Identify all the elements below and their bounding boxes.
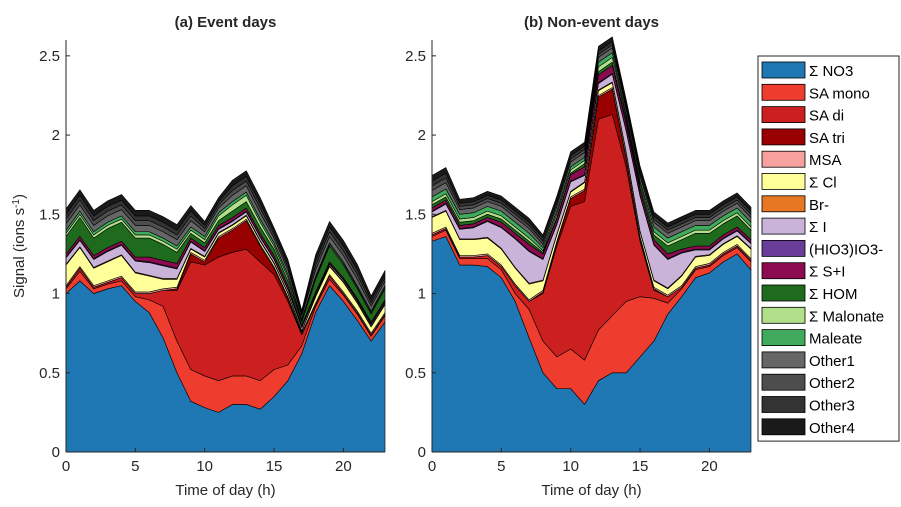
legend-label: Maleate: [809, 331, 862, 348]
legend-label: (HIO3)IO3-: [809, 241, 883, 258]
legend-label: SA di: [809, 108, 844, 125]
legend-label: Σ Cl: [809, 175, 837, 192]
legend-swatch: [761, 239, 806, 257]
x-tick-label: 10: [196, 458, 213, 475]
chart-panel: 0 5 10 15 20 0 0.5 1 1.5 2 2.5 (b) Non-event days Ti…: [405, 14, 752, 499]
legend-label: Σ NO3: [809, 63, 853, 80]
legend: Σ NO3 SA mono SA di SA tri MSA Σ Cl Br- Σ I (HIO…: [757, 55, 900, 442]
legend-label: Σ S+I: [809, 264, 845, 281]
y-tick-label: 2.5: [405, 48, 426, 65]
legend-swatch: [761, 396, 806, 413]
legend-label: Other3: [809, 398, 855, 415]
legend-swatch: [761, 61, 806, 79]
x-tick-label: 5: [131, 458, 139, 475]
x-tick-label: 10: [562, 458, 579, 475]
legend-swatch: [761, 128, 806, 146]
y-tick-label: 0.5: [405, 365, 426, 382]
area-series: [431, 36, 752, 239]
y-tick-label: 0: [418, 444, 426, 461]
x-tick-label: 5: [497, 458, 505, 475]
y-tick-label: 2.5: [39, 48, 60, 65]
legend-swatch: [761, 306, 806, 324]
legend-label: Σ I: [809, 219, 827, 236]
x-axis-label: Time of day (h): [541, 482, 641, 499]
legend-swatch: [761, 262, 806, 280]
x-axis-label: Time of day (h): [175, 482, 275, 499]
y-tick-label: 0: [52, 444, 60, 461]
area-series: [65, 170, 386, 313]
legend-swatch: [761, 418, 806, 436]
y-tick-label: 1.5: [405, 206, 426, 223]
x-tick-label: 0: [62, 458, 70, 475]
legend-label: SA tri: [809, 130, 845, 147]
legend-label: MSA: [809, 152, 842, 169]
chart-title: (a) Event days: [175, 14, 277, 31]
x-tick-label: 20: [335, 458, 352, 475]
legend-label: Σ Malonate: [809, 308, 884, 325]
chart-title: (b) Non-event days: [524, 14, 659, 31]
legend-label: Other4: [809, 420, 855, 437]
area-layers: [431, 36, 752, 453]
legend-swatch: [761, 284, 806, 302]
legend-label: Other2: [809, 375, 855, 392]
y-tick-label: 2: [52, 127, 60, 144]
legend-swatch: [761, 83, 806, 101]
y-tick-label: 0.5: [39, 365, 60, 382]
legend-swatch: [761, 329, 806, 347]
legend-label: Σ HOM: [809, 286, 857, 303]
legend-swatch: [761, 195, 806, 213]
x-tick-label: 0: [428, 458, 436, 475]
legend-swatch: [761, 106, 806, 123]
legend-swatch: [761, 373, 806, 391]
legend-label: Other1: [809, 353, 855, 370]
legend-swatch: [761, 217, 806, 235]
x-tick-label: 15: [266, 458, 283, 475]
legend-label: SA mono: [809, 85, 870, 102]
y-tick-label: 2: [418, 127, 426, 144]
chart-panel: 0 5 10 15 20 0 0.5 1 1.5 2 2.5 (a) Event days Time o…: [11, 14, 386, 499]
y-tick-label: 1: [418, 286, 426, 303]
y-tick-label: 1.5: [39, 206, 60, 223]
x-tick-label: 20: [701, 458, 718, 475]
legend-swatch: [761, 351, 806, 369]
area-layers: [65, 170, 386, 453]
x-tick-label: 15: [632, 458, 649, 475]
legend-label: Br-: [809, 197, 829, 214]
legend-swatch: [761, 173, 806, 190]
legend-swatch: [761, 150, 806, 168]
y-axis-label: Signal (ions s-1): [11, 194, 29, 298]
y-tick-label: 1: [52, 286, 60, 303]
